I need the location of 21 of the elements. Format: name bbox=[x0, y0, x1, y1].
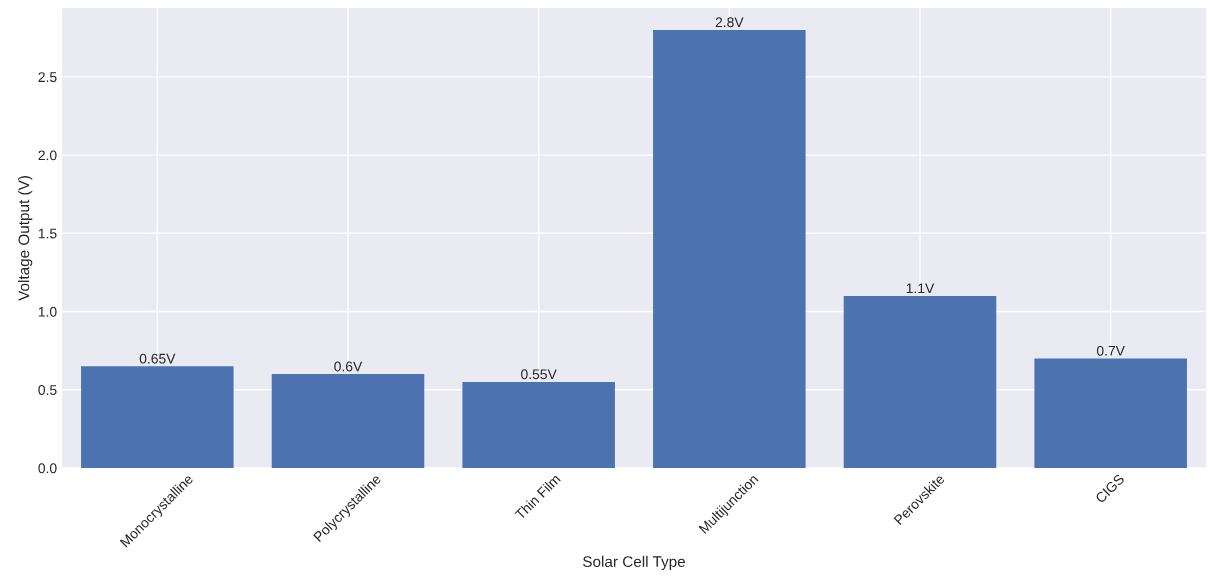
data-label: 1.1V bbox=[906, 283, 935, 294]
bar bbox=[843, 295, 997, 468]
y-tick-label: 2.0 bbox=[38, 150, 57, 161]
y-tick-label: 0.0 bbox=[38, 463, 57, 474]
bar bbox=[271, 374, 425, 468]
y-tick-label: 2.5 bbox=[38, 72, 57, 83]
data-label: 2.8V bbox=[715, 17, 744, 28]
y-tick-label: 1.0 bbox=[38, 306, 57, 317]
bar bbox=[81, 366, 234, 468]
x-axis-title: Solar Cell Type bbox=[583, 555, 685, 571]
data-label: 0.65V bbox=[139, 353, 176, 364]
bar bbox=[462, 381, 615, 468]
bar bbox=[1034, 358, 1187, 468]
y-tick-label: 0.5 bbox=[38, 385, 57, 395]
data-label: 0.55V bbox=[521, 369, 557, 380]
y-tick-label: 1.5 bbox=[38, 228, 57, 239]
data-label: 0.6V bbox=[334, 361, 363, 372]
data-label: 0.7V bbox=[1096, 345, 1125, 356]
bar bbox=[653, 29, 806, 468]
x-tick-label: Thin Film bbox=[514, 473, 561, 521]
y-axis-title: Voltage Output (V) bbox=[18, 176, 33, 301]
